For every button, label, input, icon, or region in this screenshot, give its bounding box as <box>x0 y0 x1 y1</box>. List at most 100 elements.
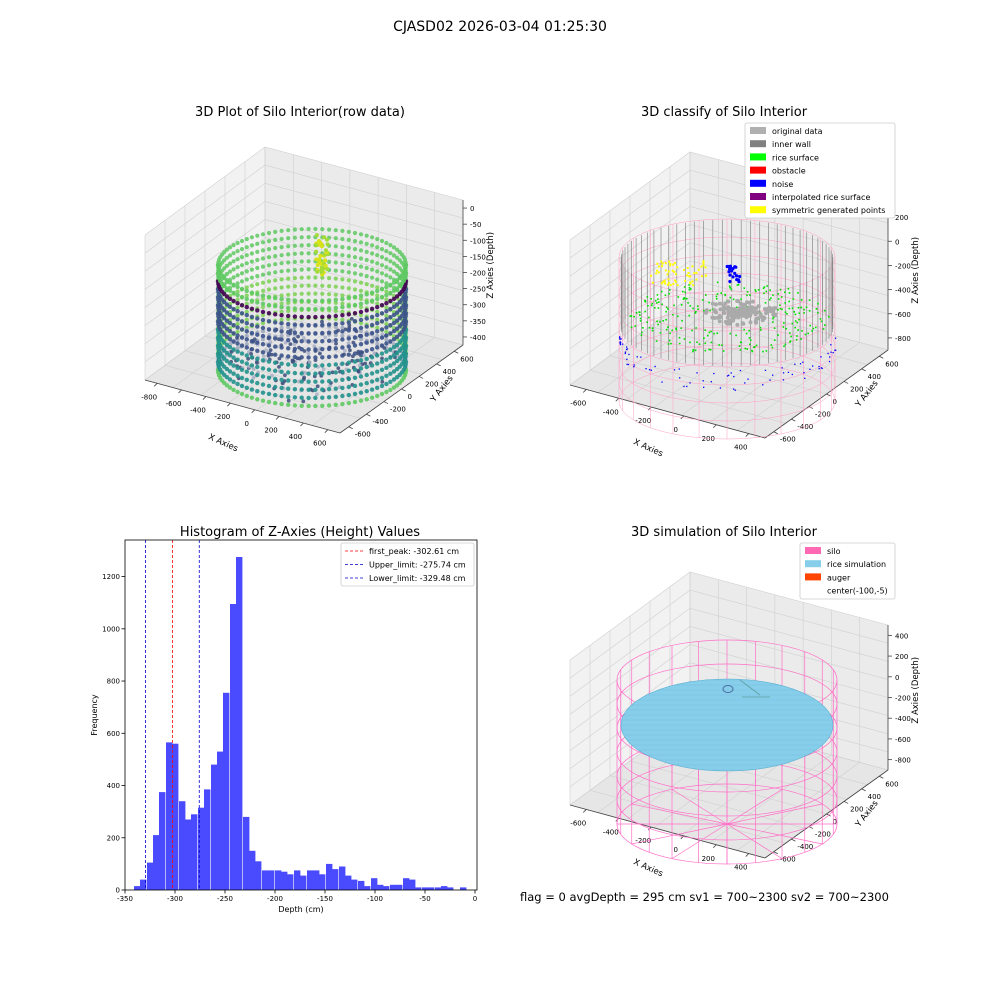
symmetric-point <box>655 272 658 275</box>
data-point <box>299 235 304 240</box>
data-point <box>358 329 364 334</box>
rice-surface-point <box>780 296 783 298</box>
data-point <box>326 362 332 368</box>
data-point <box>260 398 266 403</box>
rice-surface-point <box>650 298 652 300</box>
data-point <box>320 298 325 303</box>
data-point <box>370 235 375 240</box>
data-point <box>369 306 375 311</box>
z-tick-label: -200 <box>895 695 911 703</box>
x-tick-label: 400 <box>734 444 747 452</box>
rice-surface-point <box>630 315 633 317</box>
data-point <box>359 353 363 358</box>
data-point <box>279 317 284 322</box>
data-point <box>266 311 272 316</box>
data-point <box>379 303 385 308</box>
data-point <box>235 333 240 338</box>
rice-surface-point <box>689 305 692 307</box>
rice-surface-point <box>759 326 762 329</box>
data-point <box>249 259 254 264</box>
data-point <box>352 375 358 380</box>
symmetric-point <box>687 272 690 274</box>
histogram-bar <box>358 880 365 890</box>
data-point <box>299 322 304 328</box>
rice-surface-point <box>664 294 667 296</box>
z-tick-label: -200 <box>895 262 911 270</box>
data-point <box>260 342 266 347</box>
data-point <box>391 312 397 318</box>
data-point <box>370 243 375 248</box>
y-tick-label: 0 <box>116 887 120 895</box>
noise-point <box>830 344 832 346</box>
rice-surface-point <box>667 326 669 328</box>
rice-surface-point <box>715 295 718 298</box>
data-point <box>313 291 318 296</box>
data-point <box>235 381 240 387</box>
data-point <box>364 274 369 279</box>
rice-surface-point <box>791 322 794 325</box>
data-point <box>260 264 266 269</box>
data-point <box>244 301 249 306</box>
legend-swatch <box>750 193 766 200</box>
data-point <box>266 239 272 244</box>
rice-surface-point <box>793 311 795 313</box>
data-point <box>320 347 325 352</box>
histogram-bar <box>345 875 352 890</box>
noise-point <box>703 386 705 388</box>
data-point <box>292 243 297 248</box>
y-tick-label: 1000 <box>102 625 120 633</box>
rice-surface-point <box>704 342 707 345</box>
rice-surface-point <box>808 299 811 302</box>
noise-point <box>829 356 831 358</box>
data-point <box>235 389 240 395</box>
legend-label: interpolated rice surface <box>772 193 870 202</box>
rice-surface-point <box>683 338 686 340</box>
data-point <box>286 300 291 305</box>
noise-point <box>624 351 627 353</box>
data-point <box>306 323 311 328</box>
original-data-point <box>773 306 778 311</box>
data-point <box>249 379 255 384</box>
data-point <box>333 260 338 265</box>
rice-surface-point <box>672 314 674 316</box>
data-point <box>384 337 389 342</box>
data-point <box>299 227 304 232</box>
data-point <box>352 359 358 364</box>
data-point <box>379 263 385 268</box>
data-point <box>352 302 358 308</box>
data-point <box>364 257 369 263</box>
data-point <box>260 272 266 277</box>
data-point <box>352 311 358 316</box>
x-tick-label: -400 <box>603 828 619 836</box>
rice-surface-point <box>696 305 699 307</box>
data-point <box>358 232 364 237</box>
data-point <box>326 346 332 352</box>
data-point <box>222 250 227 255</box>
rice-surface-point <box>720 292 723 295</box>
rice-surface-point <box>633 315 635 318</box>
data-point <box>227 269 233 274</box>
axes-panes <box>145 147 463 433</box>
z-tick-label: -350 <box>470 318 486 326</box>
noise-point <box>818 368 820 370</box>
data-point <box>330 370 335 375</box>
z-tick-label: 0 <box>470 205 474 213</box>
y-tick-label: -200 <box>815 831 831 839</box>
rice-surface-point <box>736 306 738 309</box>
data-point <box>244 269 249 274</box>
noise-point <box>739 369 742 372</box>
data-point <box>244 342 249 347</box>
noise-point <box>802 361 804 363</box>
data-point <box>286 228 291 233</box>
data-point <box>325 267 330 271</box>
rice-surface-point <box>710 341 713 344</box>
rice-surface-point <box>779 307 782 310</box>
x-tick-label: -200 <box>635 417 651 425</box>
data-point <box>388 282 393 288</box>
data-point <box>231 379 236 384</box>
x-tick <box>153 383 158 387</box>
rice-surface-point <box>772 321 774 323</box>
data-point <box>299 379 304 384</box>
legend-swatch <box>750 153 766 161</box>
rice-surface-point <box>710 330 712 333</box>
